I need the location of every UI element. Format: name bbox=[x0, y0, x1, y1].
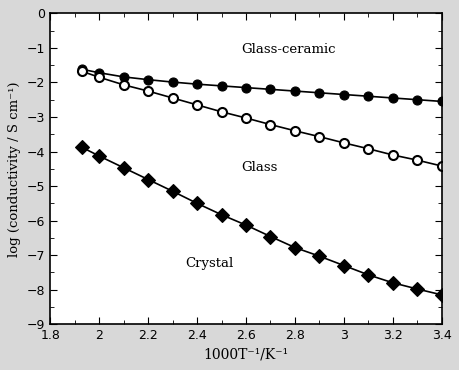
Text: Crystal: Crystal bbox=[185, 257, 233, 270]
Text: Glass-ceramic: Glass-ceramic bbox=[241, 43, 335, 56]
Y-axis label: log (conductivity / S cm⁻¹): log (conductivity / S cm⁻¹) bbox=[8, 81, 21, 256]
X-axis label: 1000T⁻¹/K⁻¹: 1000T⁻¹/K⁻¹ bbox=[203, 348, 288, 361]
Text: Glass: Glass bbox=[241, 161, 277, 174]
